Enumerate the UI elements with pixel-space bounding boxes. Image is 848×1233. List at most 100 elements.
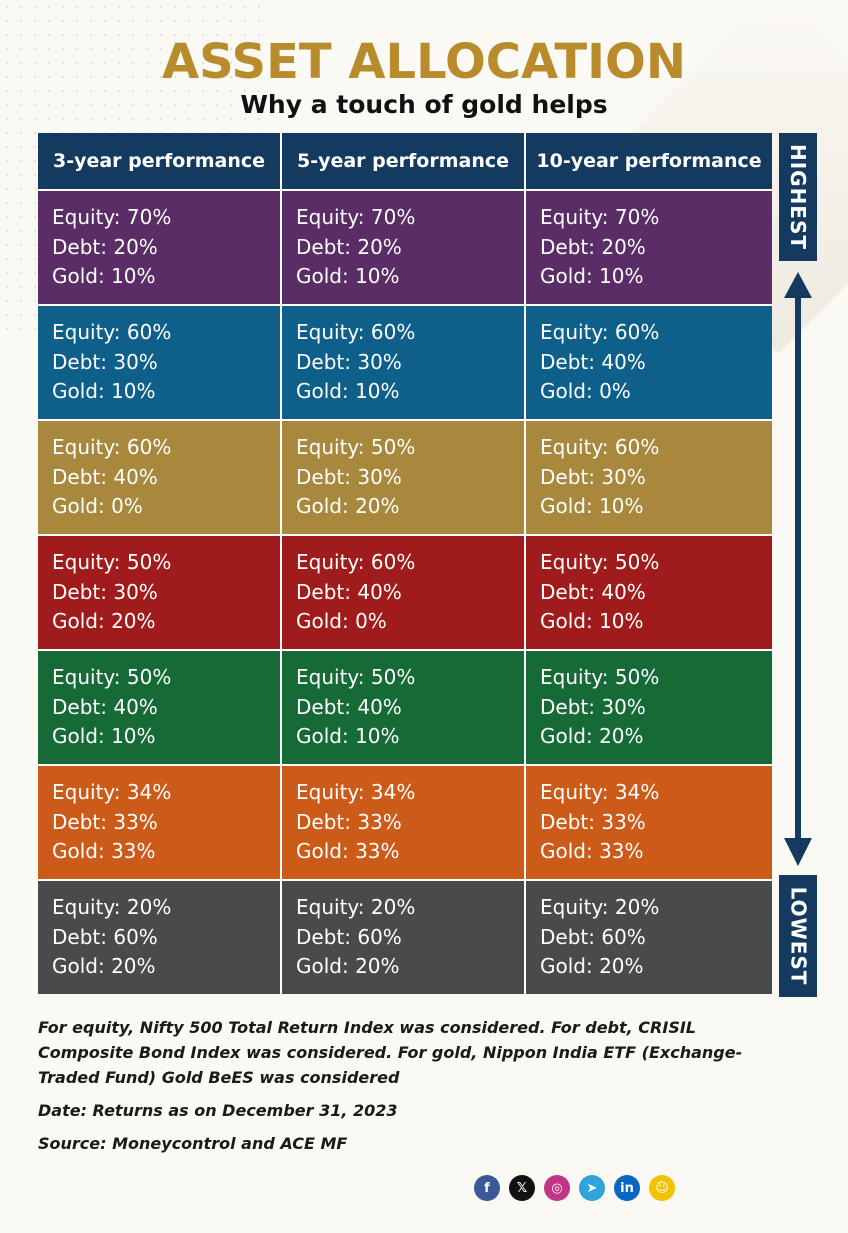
lowest-label-text: LOWEST (786, 886, 810, 986)
source-note: Source: Moneycontrol and ACE MF (38, 1134, 348, 1153)
debt-value: Debt: 30% (296, 349, 402, 374)
debt-value: Debt: 30% (540, 464, 646, 489)
gold-value: Gold: 10% (296, 379, 400, 403)
gold-value: Gold: 10% (540, 609, 644, 633)
instagram-icon[interactable]: ◎ (544, 1175, 570, 1201)
debt-value: Debt: 60% (296, 924, 402, 949)
debt-value: Debt: 30% (52, 579, 158, 604)
gold-value: Gold: 20% (52, 609, 156, 633)
debt-value: Debt: 60% (52, 924, 158, 949)
allocation-cell-3-year: Equity: 50% Debt: 30% Gold: 20% (38, 536, 282, 649)
table-row: Equity: 70% Debt: 20% Gold: 10% Equity: 70%… (38, 189, 772, 304)
table-header: 3-year performance 5-year performance 10… (38, 133, 772, 189)
equity-value: Equity: 34% (296, 780, 416, 804)
gold-value: Gold: 10% (540, 264, 644, 288)
lowest-label: LOWEST (779, 875, 817, 997)
gold-value: Gold: 10% (296, 264, 400, 288)
debt-value: Debt: 40% (52, 694, 158, 719)
allocation-cell-10-year: Equity: 50% Debt: 40% Gold: 10% (526, 536, 772, 649)
page-title: ASSET ALLOCATION (161, 34, 686, 90)
x-icon[interactable]: 𝕏 (509, 1175, 535, 1201)
allocation-cell-3-year: Equity: 60% Debt: 30% Gold: 10% (38, 306, 282, 419)
rank-arrow-icon (784, 272, 812, 866)
debt-value: Debt: 20% (52, 234, 158, 259)
social-icons: f 𝕏 ◎ ➤ in ☺ (474, 1175, 675, 1201)
equity-value: Equity: 60% (540, 435, 660, 459)
gold-value: Gold: 20% (540, 954, 644, 978)
allocation-cell-3-year: Equity: 20% Debt: 60% Gold: 20% (38, 881, 282, 994)
gold-value: Gold: 10% (52, 724, 156, 748)
linkedin-icon[interactable]: in (614, 1175, 640, 1201)
equity-value: Equity: 60% (540, 320, 660, 344)
gold-value: Gold: 20% (296, 954, 400, 978)
telegram-icon[interactable]: ➤ (579, 1175, 605, 1201)
table-row: Equity: 60% Debt: 30% Gold: 10% Equity: 60%… (38, 304, 772, 419)
equity-value: Equity: 20% (52, 895, 172, 919)
gold-value: Gold: 10% (296, 724, 400, 748)
equity-value: Equity: 60% (296, 320, 416, 344)
equity-value: Equity: 50% (52, 665, 172, 689)
debt-value: Debt: 30% (540, 694, 646, 719)
allocation-cell-3-year: Equity: 34% Debt: 33% Gold: 33% (38, 766, 282, 879)
equity-value: Equity: 34% (52, 780, 172, 804)
allocation-cell-5-year: Equity: 34% Debt: 33% Gold: 33% (282, 766, 526, 879)
gold-value: Gold: 33% (540, 839, 644, 863)
allocation-cell-10-year: Equity: 50% Debt: 30% Gold: 20% (526, 651, 772, 764)
equity-value: Equity: 60% (52, 435, 172, 459)
debt-value: Debt: 40% (296, 579, 402, 604)
allocation-cell-10-year: Equity: 70% Debt: 20% Gold: 10% (526, 191, 772, 304)
page-subtitle: Why a touch of gold helps (240, 90, 608, 119)
debt-value: Debt: 20% (296, 234, 402, 259)
gold-value: Gold: 33% (52, 839, 156, 863)
table-row: Equity: 60% Debt: 40% Gold: 0% Equity: 50% D… (38, 419, 772, 534)
table-row: Equity: 50% Debt: 30% Gold: 20% Equity: 60%… (38, 534, 772, 649)
allocation-cell-5-year: Equity: 50% Debt: 30% Gold: 20% (282, 421, 526, 534)
table-body: Equity: 70% Debt: 20% Gold: 10% Equity: 70%… (38, 189, 772, 994)
column-header-10-year: 10-year performance (526, 133, 772, 189)
footnotes: For equity, Nifty 500 Total Return Index… (38, 1015, 758, 1164)
methodology-note: For equity, Nifty 500 Total Return Index… (38, 1018, 743, 1087)
table-row: Equity: 20% Debt: 60% Gold: 20% Equity: 20%… (38, 879, 772, 994)
debt-value: Debt: 30% (52, 349, 158, 374)
snapchat-icon[interactable]: ☺ (649, 1175, 675, 1201)
debt-value: Debt: 60% (540, 924, 646, 949)
equity-value: Equity: 20% (296, 895, 416, 919)
equity-value: Equity: 20% (540, 895, 660, 919)
allocation-cell-10-year: Equity: 20% Debt: 60% Gold: 20% (526, 881, 772, 994)
equity-value: Equity: 50% (52, 550, 172, 574)
debt-value: Debt: 33% (540, 809, 646, 834)
equity-value: Equity: 70% (296, 205, 416, 229)
debt-value: Debt: 40% (296, 694, 402, 719)
debt-value: Debt: 40% (540, 579, 646, 604)
allocation-cell-5-year: Equity: 50% Debt: 40% Gold: 10% (282, 651, 526, 764)
facebook-icon[interactable]: f (474, 1175, 500, 1201)
table-row: Equity: 34% Debt: 33% Gold: 33% Equity: 34%… (38, 764, 772, 879)
equity-value: Equity: 50% (540, 665, 660, 689)
column-header-5-year: 5-year performance (282, 133, 526, 189)
debt-value: Debt: 33% (52, 809, 158, 834)
equity-value: Equity: 70% (52, 205, 172, 229)
equity-value: Equity: 50% (540, 550, 660, 574)
allocation-cell-3-year: Equity: 60% Debt: 40% Gold: 0% (38, 421, 282, 534)
debt-value: Debt: 33% (296, 809, 402, 834)
allocation-cell-3-year: Equity: 50% Debt: 40% Gold: 10% (38, 651, 282, 764)
equity-value: Equity: 60% (52, 320, 172, 344)
highest-label: HIGHEST (779, 133, 817, 261)
gold-value: Gold: 0% (52, 494, 143, 518)
allocation-table: 3-year performance 5-year performance 10… (38, 133, 772, 994)
gold-value: Gold: 10% (540, 494, 644, 518)
gold-value: Gold: 33% (296, 839, 400, 863)
equity-value: Equity: 70% (540, 205, 660, 229)
equity-value: Equity: 34% (540, 780, 660, 804)
debt-value: Debt: 40% (52, 464, 158, 489)
gold-value: Gold: 20% (52, 954, 156, 978)
allocation-cell-10-year: Equity: 60% Debt: 40% Gold: 0% (526, 306, 772, 419)
allocation-cell-5-year: Equity: 60% Debt: 30% Gold: 10% (282, 306, 526, 419)
allocation-cell-5-year: Equity: 20% Debt: 60% Gold: 20% (282, 881, 526, 994)
equity-value: Equity: 50% (296, 435, 416, 459)
debt-value: Debt: 30% (296, 464, 402, 489)
highest-label-text: HIGHEST (786, 143, 811, 251)
date-note: Date: Returns as on December 31, 2023 (38, 1101, 398, 1120)
allocation-cell-5-year: Equity: 70% Debt: 20% Gold: 10% (282, 191, 526, 304)
gold-value: Gold: 20% (296, 494, 400, 518)
